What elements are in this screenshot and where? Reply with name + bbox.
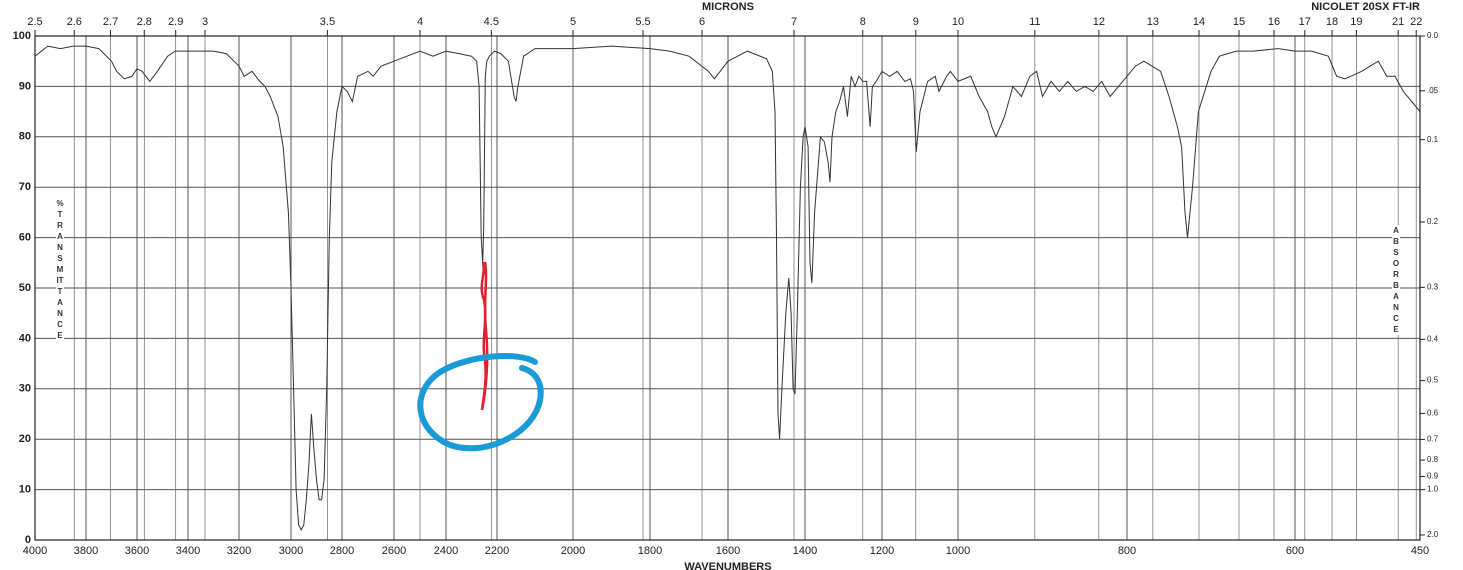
x2-tick-label: 9 <box>913 16 919 28</box>
y2-tick-label: 0.7 <box>1427 435 1439 444</box>
x-tick-label: 4000 <box>23 545 47 557</box>
y-tick-label: 50 <box>19 282 31 294</box>
y-tick-label: 70 <box>19 181 31 193</box>
x2-tick-label: 22 <box>1410 16 1422 28</box>
x2-tick-label: 4 <box>417 16 423 28</box>
x2-tick-label: 2.8 <box>137 16 152 28</box>
annotation-mark <box>480 261 489 411</box>
x2-tick-label: 5.5 <box>635 16 650 28</box>
y-tick-label: 100 <box>13 30 31 42</box>
y-tick-label: 0 <box>25 534 31 546</box>
x-axis-label: WAVENUMBERS <box>684 561 771 570</box>
x2-tick-label: 2.5 <box>27 16 42 28</box>
y2-tick-label: 0.6 <box>1427 409 1439 418</box>
x2-tick-label: 21 <box>1392 16 1404 28</box>
x2-tick-label: 2.6 <box>67 16 82 28</box>
y-axis-label: % TRANSMITTANCE <box>56 198 64 341</box>
y-tick-label: 60 <box>19 232 31 244</box>
y2-tick-label: 0.4 <box>1427 334 1439 343</box>
x2-tick-label: 15 <box>1233 16 1245 28</box>
x-tick-label: 2600 <box>382 545 406 557</box>
x-tick-label: 3400 <box>176 545 200 557</box>
x2-tick-label: 2.7 <box>103 16 118 28</box>
x2-tick-label: 8 <box>860 16 866 28</box>
x2-tick-label: 3 <box>202 16 208 28</box>
x2-tick-label: 2.9 <box>168 16 183 28</box>
x2-tick-label: 6 <box>699 16 705 28</box>
x-tick-label: 2400 <box>434 545 458 557</box>
y2-tick-label: 2.0 <box>1427 530 1439 539</box>
x2-tick-label: 18 <box>1326 16 1338 28</box>
x-tick-label: 450 <box>1411 545 1429 557</box>
y2-tick-label: 1.0 <box>1427 485 1439 494</box>
x-tick-label: 3800 <box>74 545 98 557</box>
y-tick-label: 20 <box>19 433 31 445</box>
y-tick-label: 40 <box>19 332 31 344</box>
x-tick-label: 600 <box>1286 545 1304 557</box>
x-tick-label: 2200 <box>485 545 509 557</box>
y-tick-label: 90 <box>19 80 31 92</box>
x2-tick-label: 13 <box>1147 16 1159 28</box>
y2-tick-label: 0.2 <box>1427 217 1439 226</box>
grid <box>34 35 1421 541</box>
x2-tick-label: 16 <box>1268 16 1280 28</box>
x2-tick-label: 11 <box>1029 16 1040 28</box>
y2-tick-label: 0.5 <box>1427 376 1439 385</box>
x2-tick-label: 10 <box>952 16 964 28</box>
x-tick-label: 3000 <box>279 545 303 557</box>
y2-tick-label: 0.9 <box>1427 472 1439 481</box>
x-tick-label: 1800 <box>638 545 662 557</box>
y2-tick-label: 0.0 <box>1427 31 1439 40</box>
x-tick-label: 2000 <box>561 545 585 557</box>
x2-tick-label: 7 <box>791 16 797 28</box>
x-tick-label: 2800 <box>330 545 354 557</box>
x2-axis-label: MICRONS <box>702 1 754 13</box>
y2-tick-label: 0.8 <box>1427 455 1439 464</box>
x-tick-label: 1200 <box>870 545 894 557</box>
x-tick-label: 800 <box>1118 545 1136 557</box>
x2-tick-label: 17 <box>1299 16 1311 28</box>
y2-tick-label: .05 <box>1427 86 1439 95</box>
x-tick-label: 1600 <box>716 545 740 557</box>
x2-tick-label: 19 <box>1350 16 1362 28</box>
annotation-circle <box>417 353 544 452</box>
y2-tick-label: 0.3 <box>1427 283 1439 292</box>
x2-tick-label: 5 <box>570 16 576 28</box>
x2-tick-label: 12 <box>1093 16 1105 28</box>
y2-axis-label: ABSORBANCE <box>1392 225 1400 335</box>
spectrum-line <box>34 45 1421 531</box>
x2-tick-label: 14 <box>1193 16 1205 28</box>
chart-title: NICOLET 20SX FT-IR <box>1311 1 1420 13</box>
x-tick-label: 1000 <box>946 545 970 557</box>
x-tick-label: 3200 <box>227 545 251 557</box>
y2-tick-label: 0.1 <box>1427 135 1439 144</box>
x-tick-label: 3600 <box>125 545 149 557</box>
y-tick-label: 30 <box>19 383 31 395</box>
x2-tick-label: 3.5 <box>320 16 335 28</box>
x-tick-label: 1400 <box>793 545 817 557</box>
plot-frame <box>34 35 1421 541</box>
y-tick-label: 80 <box>19 131 31 143</box>
x2-tick-label: 4.5 <box>484 16 499 28</box>
y-tick-label: 10 <box>19 484 31 496</box>
